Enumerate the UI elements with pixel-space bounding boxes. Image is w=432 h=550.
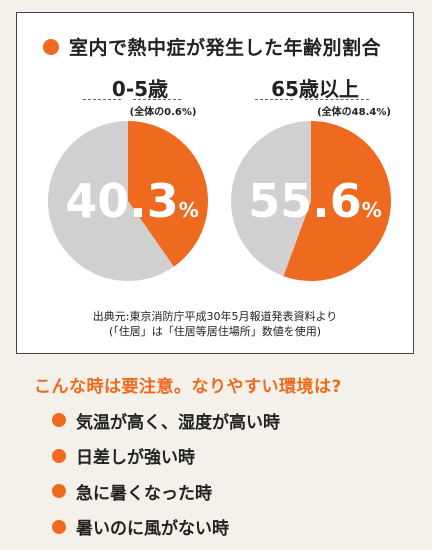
pie-chart-65-plus: 55.6% bbox=[230, 121, 391, 281]
list-item: 暑いのに風がない時 bbox=[52, 515, 280, 539]
chart-0-title: 0-5歳 bbox=[111, 77, 169, 101]
card-title-text: 室内で熱中症が発生した年齢別割合 bbox=[69, 37, 382, 59]
chart-1-title: 65歳以上 bbox=[271, 77, 359, 101]
card-title: 室内で熱中症が発生した年齢別割合 bbox=[43, 33, 381, 60]
chart-1-header: 65歳以上 bbox=[255, 73, 375, 102]
chart-1-divider bbox=[305, 99, 369, 100]
caution-list: 気温が高く、湿度が高い時 日差しが強い時 急に暑くなった時 暑いのに風がない時 bbox=[52, 408, 280, 550]
bullet-dot-icon bbox=[52, 413, 66, 427]
source-note: 出典元:東京消防庁平成30年5月報道発表資料より (「住居」は「住居等居住場所」… bbox=[17, 309, 413, 339]
pie-chart-0-5: 40.3% bbox=[48, 121, 209, 281]
age-ratio-card: 室内で熱中症が発生した年齢別割合 0-5歳 (全体の0.6%) 65歳以上 (全… bbox=[16, 12, 414, 354]
list-item-text: 気温が高く、湿度が高い時 bbox=[76, 412, 280, 433]
source-line-1: 出典元:東京消防庁平成30年5月報道発表資料より bbox=[92, 310, 338, 323]
list-item: 急に暑くなった時 bbox=[52, 479, 280, 504]
pie-0-value-label: 40.3% bbox=[65, 174, 199, 228]
chart-1-subtitle: (全体の48.4%) bbox=[317, 107, 391, 118]
chart-1-divider bbox=[255, 99, 293, 100]
source-line-2: (「住居」は「住居等居住場所」数値を使用) bbox=[108, 325, 322, 338]
list-item: 気温が高く、湿度が高い時 bbox=[52, 408, 280, 433]
pie-1-slice-0 bbox=[283, 121, 391, 281]
chart-0-header: 0-5歳 bbox=[85, 73, 195, 102]
chart-0-divider bbox=[83, 99, 121, 100]
chart-0-subtitle: (全体の0.6%) bbox=[129, 107, 197, 118]
caution-heading: こんな時は要注意。なりやすい環境は? bbox=[34, 377, 342, 397]
pie-0-slice-0 bbox=[128, 121, 209, 267]
bullet-dot-icon bbox=[52, 448, 66, 463]
chart-0-divider bbox=[133, 99, 181, 100]
list-item-text: 日差しが強い時 bbox=[76, 448, 195, 468]
pie-1-slice-1 bbox=[230, 121, 311, 277]
list-item-text: 暑いのに風がない時 bbox=[76, 519, 229, 539]
bullet-dot-icon bbox=[43, 38, 59, 55]
pie-1-value-label: 55.6% bbox=[248, 174, 382, 228]
pie-0-slice-1 bbox=[48, 121, 174, 281]
list-item-text: 急に暑くなった時 bbox=[76, 483, 212, 504]
bullet-dot-icon bbox=[52, 519, 66, 534]
bullet-dot-icon bbox=[52, 484, 66, 498]
list-item: 日差しが強い時 bbox=[52, 444, 280, 468]
